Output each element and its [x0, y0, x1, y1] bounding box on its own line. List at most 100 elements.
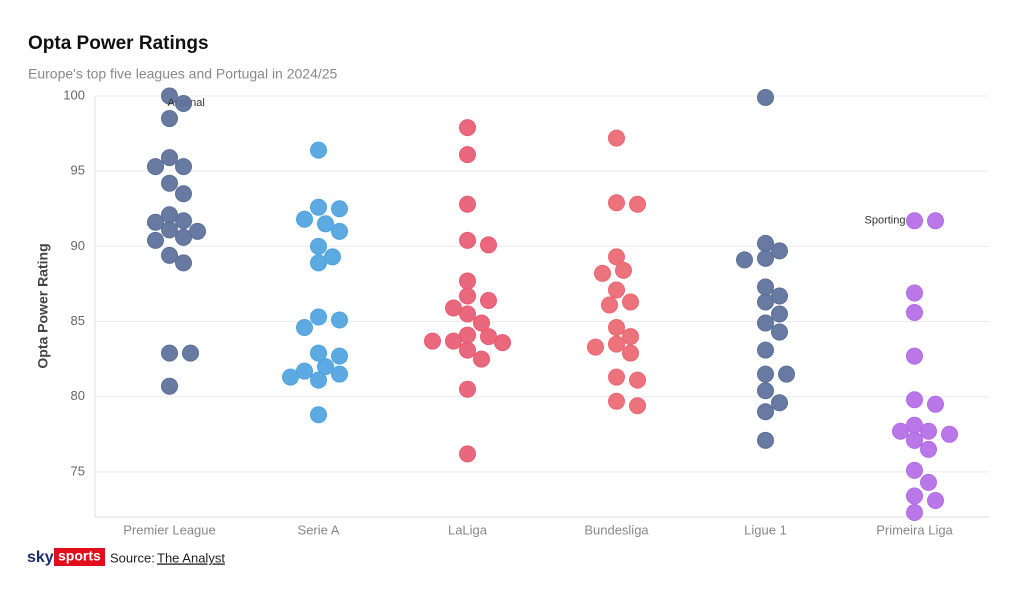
point [459, 195, 476, 213]
point [310, 308, 327, 326]
x-tick-label: Serie A [298, 522, 340, 537]
point [459, 287, 476, 305]
point [608, 248, 625, 266]
y-axis-label: Opta Power Rating [35, 243, 51, 368]
point [906, 347, 923, 365]
point [757, 431, 774, 449]
x-tick-label: Bundesliga [584, 522, 649, 537]
point [161, 246, 178, 264]
point [906, 431, 923, 449]
point [608, 194, 625, 212]
point [296, 210, 313, 228]
point [736, 251, 753, 269]
point [175, 185, 192, 203]
x-tick-label: Primeira Liga [876, 522, 953, 537]
point [927, 491, 944, 509]
point [459, 146, 476, 164]
point [615, 261, 632, 279]
y-tick-label: 80 [71, 388, 85, 403]
point [771, 394, 788, 412]
point [920, 440, 937, 458]
point [629, 371, 646, 389]
point [424, 332, 441, 350]
source-prefix: Source: [110, 550, 155, 565]
point [927, 212, 944, 230]
point [608, 392, 625, 410]
point [480, 291, 497, 309]
annotation: Sporting [865, 215, 906, 227]
point [473, 314, 490, 332]
point [757, 278, 774, 296]
point [906, 304, 923, 322]
point [594, 264, 611, 282]
point [161, 221, 178, 239]
point [310, 371, 327, 389]
x-tick-label: Premier League [123, 522, 216, 537]
point [622, 328, 639, 346]
point [757, 293, 774, 311]
point [608, 281, 625, 299]
point [161, 174, 178, 192]
y-tick-label: 75 [71, 463, 85, 478]
point [459, 305, 476, 323]
point [331, 365, 348, 383]
logo-sky: sky [27, 549, 54, 566]
point [175, 228, 192, 246]
point [161, 377, 178, 395]
point [622, 344, 639, 362]
point [771, 323, 788, 341]
point [920, 473, 937, 491]
point [906, 212, 923, 230]
source-link[interactable]: The Analyst [157, 550, 225, 565]
point [906, 391, 923, 409]
point [175, 254, 192, 272]
point [161, 344, 178, 362]
point [331, 311, 348, 329]
point [494, 334, 511, 352]
point [906, 461, 923, 479]
point [310, 344, 327, 362]
point [459, 119, 476, 137]
point [757, 234, 774, 252]
point [771, 242, 788, 260]
point [906, 503, 923, 521]
point [906, 284, 923, 302]
point [459, 231, 476, 249]
point [608, 335, 625, 353]
point [331, 222, 348, 240]
point [161, 87, 178, 105]
point [310, 237, 327, 255]
point [317, 358, 334, 376]
point [459, 445, 476, 463]
point [331, 347, 348, 365]
point [480, 236, 497, 254]
point [757, 341, 774, 359]
point [771, 305, 788, 323]
point [622, 293, 639, 311]
point [587, 338, 604, 356]
point [473, 350, 490, 368]
point [459, 272, 476, 290]
point [629, 397, 646, 415]
point [629, 195, 646, 213]
y-tick-label: 85 [71, 313, 85, 328]
y-tick-label: 95 [71, 163, 85, 178]
point [147, 158, 164, 176]
point [757, 382, 774, 400]
point [147, 231, 164, 249]
point [317, 215, 334, 233]
x-tick-label: Ligue 1 [744, 522, 787, 537]
point [608, 129, 625, 147]
point [161, 110, 178, 128]
point [892, 422, 909, 440]
point [608, 319, 625, 337]
point [459, 341, 476, 359]
x-tick-label: LaLiga [448, 522, 488, 537]
logo-sports: sports [58, 548, 101, 564]
point [175, 212, 192, 230]
point [608, 368, 625, 386]
point [175, 158, 192, 176]
point [331, 200, 348, 218]
point [310, 406, 327, 424]
